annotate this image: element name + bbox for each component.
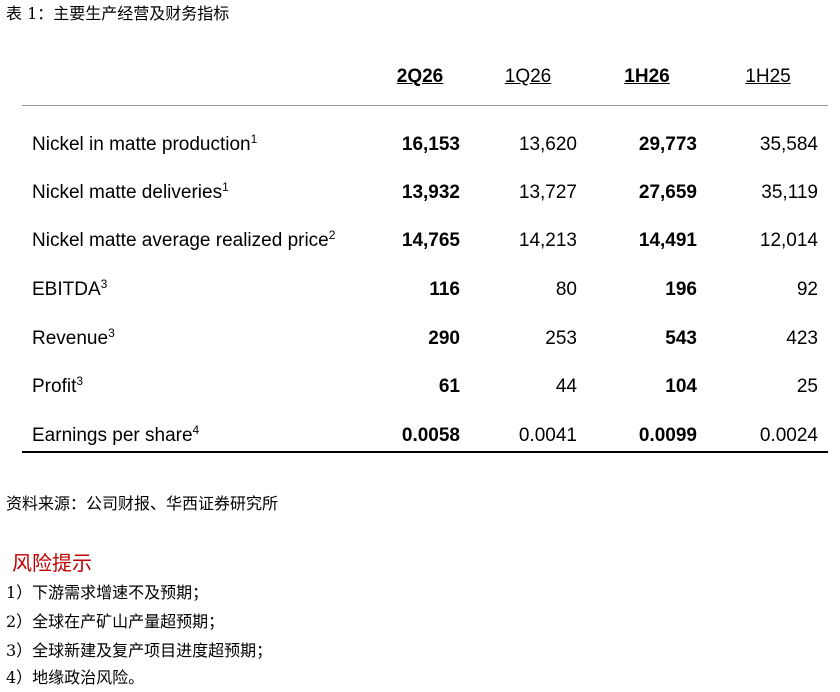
row-label: Nickel in matte production1 [32,133,257,157]
cell-value: 12,014 [759,230,818,251]
bottom-rule [22,451,828,453]
cell-value: 0.0024 [759,425,818,446]
cell-value: 35,119 [761,182,818,203]
cell-value: 196 [665,279,697,300]
cell-value: 14,491 [638,230,697,251]
cell-value: 13,932 [401,182,460,203]
column-header: 1Q26 [504,66,552,87]
row-label-text: Nickel matte deliveries [32,182,223,203]
cell-value: 543 [665,328,697,349]
risk-title: 风险提示 [12,551,92,575]
cell-value: 0.0099 [638,425,697,446]
cell-value: 14,765 [401,230,460,251]
cell-value: 35,584 [759,134,818,155]
header-rule [22,105,828,106]
row-label-text: Profit [32,376,77,397]
footnote-mark: 4 [192,423,200,437]
column-header: 1H26 [624,66,670,87]
row-label: Nickel matte deliveries1 [32,181,229,205]
risk-item: 1）下游需求增速不及预期； [6,583,209,602]
row-label: Nickel matte average realized price2 [32,229,335,253]
row-label: Earnings per share4 [32,424,199,448]
footnote-mark: 1 [250,132,258,146]
risk-item: 4）地缘政治风险。 [6,668,145,687]
cell-value: 14,213 [518,230,577,251]
cell-value: 290 [428,328,460,349]
cell-value: 92 [796,279,818,300]
cell-value: 16,153 [401,134,460,155]
column-header: 1H25 [745,66,791,87]
cell-value: 13,620 [518,134,577,155]
cell-value: 253 [545,328,577,349]
footnote-mark: 3 [76,374,84,388]
cell-value: 80 [555,279,577,300]
risk-item: 3）全球新建及复产项目进度超预期； [6,641,273,660]
row-label-text: Earnings per share [32,425,193,446]
row-label-text: Revenue [32,328,109,349]
row-label-text: Nickel in matte production [32,134,251,155]
footnote-mark: 1 [222,180,229,194]
row-label: Revenue3 [32,327,115,351]
footnote-mark: 2 [328,228,336,242]
cell-value: 0.0058 [401,425,460,446]
row-label: Profit3 [32,375,83,399]
row-label: EBITDA3 [32,278,107,302]
cell-value: 423 [786,328,818,349]
cell-value: 27,659 [638,182,697,203]
column-header: 2Q26 [396,66,444,87]
cell-value: 44 [555,376,577,397]
row-label-text: EBITDA [32,279,101,300]
cell-value: 104 [665,376,697,397]
cell-value: 0.0041 [518,425,577,446]
cell-value: 29,773 [638,134,697,155]
cell-value: 25 [796,376,818,397]
footnote-mark: 3 [108,326,115,340]
cell-value: 13,727 [518,182,577,203]
row-label-text: Nickel matte average realized price [32,230,329,251]
risk-item: 2）全球在产矿山产量超预期； [6,612,225,631]
source: 资料来源：公司财报、华西证券研究所 [6,494,279,513]
cell-value: 61 [438,376,460,397]
caption: 表 1：主要生产经营及财务指标 [6,4,230,23]
cell-value: 116 [429,279,460,300]
footnote-mark: 3 [100,277,108,291]
